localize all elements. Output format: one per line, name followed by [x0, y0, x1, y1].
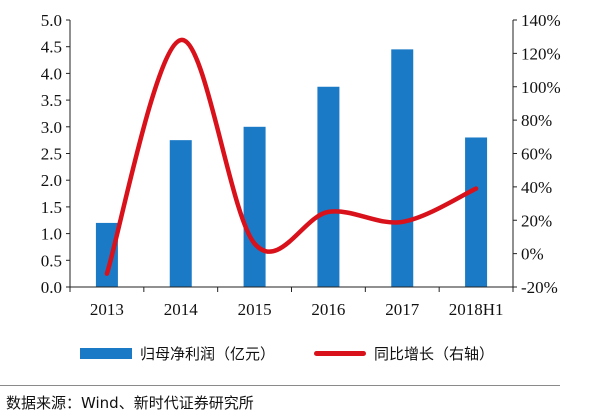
- legend-swatch-line: [314, 351, 366, 356]
- right-axis-ticks: -20% 0% 20% 40% 60% 80% 100% 120% 140%: [513, 11, 561, 297]
- x-axis-ticks: 2013 2014 2015 2016 2017 2018H1: [69, 287, 514, 319]
- legend-item-profit: 归母净利润（亿元）: [80, 343, 275, 364]
- left-tick-label: 0.5: [41, 251, 62, 270]
- left-axis-ticks: 0.0 0.5 1.0 1.5 2.0 2.5 3.0 3.5 4.0 4.5 5.0: [41, 11, 70, 297]
- left-tick-label: 4.0: [41, 64, 62, 83]
- right-tick-label: -20%: [521, 278, 558, 297]
- x-tick-label: 2013: [90, 300, 124, 319]
- left-tick-label: 1.5: [41, 198, 62, 217]
- bar-2018H1: [465, 137, 488, 287]
- left-tick-label: 2.0: [41, 171, 62, 190]
- x-tick-label: 2014: [164, 300, 199, 319]
- bar-2016: [317, 86, 340, 287]
- left-tick-label: 2.5: [41, 145, 62, 164]
- bar-2014: [169, 140, 192, 287]
- right-tick-label: 100%: [521, 78, 561, 97]
- right-tick-label: 20%: [521, 211, 552, 230]
- growth-line: [104, 37, 479, 276]
- chart: 0.0 0.5 1.0 1.5 2.0 2.5 3.0 3.5 4.0 4.5 5.0 -20% 0%…: [41, 11, 561, 319]
- left-tick-label: 3.0: [41, 118, 62, 137]
- right-tick-label: 140%: [521, 11, 561, 30]
- bar-2017: [391, 49, 414, 288]
- source-divider: [0, 385, 560, 386]
- left-tick-label: 4.5: [41, 38, 62, 57]
- bar-2013: [95, 222, 118, 287]
- x-tick-label: 2015: [238, 300, 272, 319]
- left-tick-label: 0.0: [41, 278, 62, 297]
- legend: 归母净利润（亿元） 同比增长（右轴）: [0, 339, 592, 369]
- right-tick-label: 40%: [521, 178, 552, 197]
- left-tick-label: 1.0: [41, 225, 62, 244]
- left-tick-label: 3.5: [41, 91, 62, 110]
- left-tick-label: 5.0: [41, 11, 62, 30]
- bars: [95, 49, 488, 288]
- legend-label-growth: 同比增长（右轴）: [374, 345, 495, 363]
- x-tick-label: 2017: [385, 300, 420, 319]
- legend-swatch-bar: [80, 348, 132, 359]
- source-note: 数据来源：Wind、新时代证券研究所: [6, 394, 254, 412]
- x-tick-label: 2018H1: [449, 300, 504, 319]
- right-tick-label: 80%: [521, 111, 552, 130]
- right-tick-label: 0%: [521, 245, 544, 264]
- right-tick-label: 60%: [521, 145, 552, 164]
- right-tick-label: 120%: [521, 44, 561, 63]
- bar-2015: [243, 126, 266, 287]
- x-tick-label: 2016: [311, 300, 345, 319]
- legend-item-growth: 同比增长（右轴）: [314, 343, 494, 364]
- legend-label-profit: 归母净利润（亿元）: [140, 345, 276, 363]
